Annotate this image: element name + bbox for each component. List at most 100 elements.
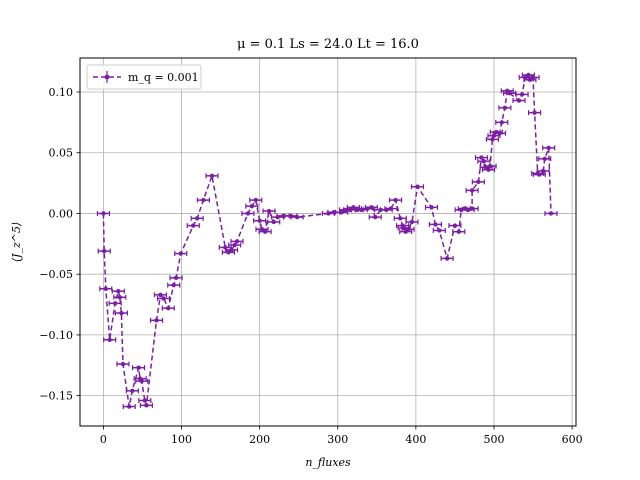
data-point (201, 197, 206, 203)
data-point (437, 228, 442, 233)
data-point (481, 159, 487, 164)
y-tick-label: −0.15 (39, 390, 73, 403)
x-axis-label: n_fluxes (305, 456, 351, 469)
data-point (548, 211, 554, 216)
data-point (119, 310, 124, 316)
data-point (209, 173, 215, 179)
data-point (452, 223, 458, 228)
data-point (527, 77, 533, 83)
data-point (507, 91, 512, 96)
data-point (479, 155, 484, 160)
chart-title: μ = 0.1 Ls = 24.0 Lt = 16.0 (237, 37, 419, 52)
data-point (232, 242, 237, 248)
data-point (234, 239, 240, 244)
data-point (226, 250, 231, 255)
data-point (469, 188, 475, 193)
data-point (101, 211, 106, 216)
data-point (280, 213, 286, 219)
data-point (107, 337, 112, 342)
y-tick-label: −0.05 (39, 268, 73, 281)
data-point (139, 378, 144, 384)
y-axis-label: ⟨J_z^5⟩ (10, 222, 23, 263)
data-point (369, 205, 374, 210)
plot-frame (79, 57, 577, 427)
data-point (519, 92, 525, 97)
data-point (516, 98, 522, 103)
data-point (127, 404, 132, 409)
data-point (433, 222, 438, 227)
data-point (351, 205, 356, 210)
data-point (117, 295, 123, 300)
legend: m_q = 0.001 (86, 64, 202, 90)
x-tick-label: 600 (562, 433, 583, 446)
y-tick-label: 0.05 (49, 147, 74, 160)
data-point (542, 156, 547, 162)
y-tick-label: 0.10 (49, 86, 74, 99)
x-tick-label: 200 (249, 433, 270, 446)
data-point (405, 227, 411, 232)
data-point (415, 184, 420, 189)
legend-label: m_q = 0.001 (128, 71, 199, 84)
data-point (253, 197, 258, 203)
data-point (271, 219, 276, 225)
data-point (339, 210, 344, 215)
data-point (347, 207, 352, 213)
x-tick-label: 0 (100, 433, 107, 446)
data-point (444, 256, 450, 261)
data-point (191, 223, 196, 228)
data-point (486, 167, 491, 172)
data-point (136, 365, 141, 370)
data-point (120, 361, 126, 367)
data-point (161, 296, 166, 301)
data-point (116, 288, 121, 294)
data-point (257, 218, 262, 223)
data-point (499, 120, 504, 125)
data-point (331, 210, 337, 215)
data-point (540, 168, 546, 174)
data-layer (96, 72, 558, 410)
data-point (398, 216, 403, 221)
data-point (262, 229, 268, 234)
data-point (429, 205, 434, 210)
data-point (530, 75, 536, 80)
data-point (158, 292, 163, 298)
data-point (476, 179, 481, 185)
data-point (294, 214, 300, 220)
data-point (388, 206, 394, 211)
data-point (103, 286, 108, 291)
data-point (249, 203, 255, 209)
data-point (259, 227, 265, 232)
legend-box (86, 64, 202, 90)
data-point (194, 216, 200, 221)
x-tick-label: 300 (327, 433, 348, 446)
data-point (393, 197, 398, 203)
data-point (166, 305, 171, 311)
data-point (266, 208, 272, 214)
y-tick-label: 0.00 (49, 207, 74, 220)
legend-marker (104, 74, 110, 80)
data-point (502, 105, 508, 110)
x-tick-label: 100 (171, 433, 192, 446)
data-point (142, 398, 148, 403)
y-tick-label: −0.10 (39, 329, 73, 342)
data-point (490, 137, 495, 142)
data-point (173, 275, 179, 281)
x-tick-label: 400 (405, 433, 426, 446)
data-point (373, 214, 378, 220)
data-point (102, 248, 107, 254)
data-point (245, 211, 251, 216)
data-point (229, 247, 234, 253)
data-point (456, 229, 462, 234)
data-point (532, 110, 537, 115)
data-point (469, 206, 475, 211)
ticks: 0 100 200 300 400 500 600 −0.15 −0.10 −0.05 0.00 0.… (39, 86, 582, 446)
x-tick-label: 500 (483, 433, 504, 446)
data-point (130, 388, 135, 393)
data-point (112, 301, 118, 306)
data-point (154, 318, 159, 323)
data-point (537, 172, 542, 177)
data-point (497, 131, 502, 136)
data-point (171, 282, 176, 288)
data-point (546, 145, 551, 151)
